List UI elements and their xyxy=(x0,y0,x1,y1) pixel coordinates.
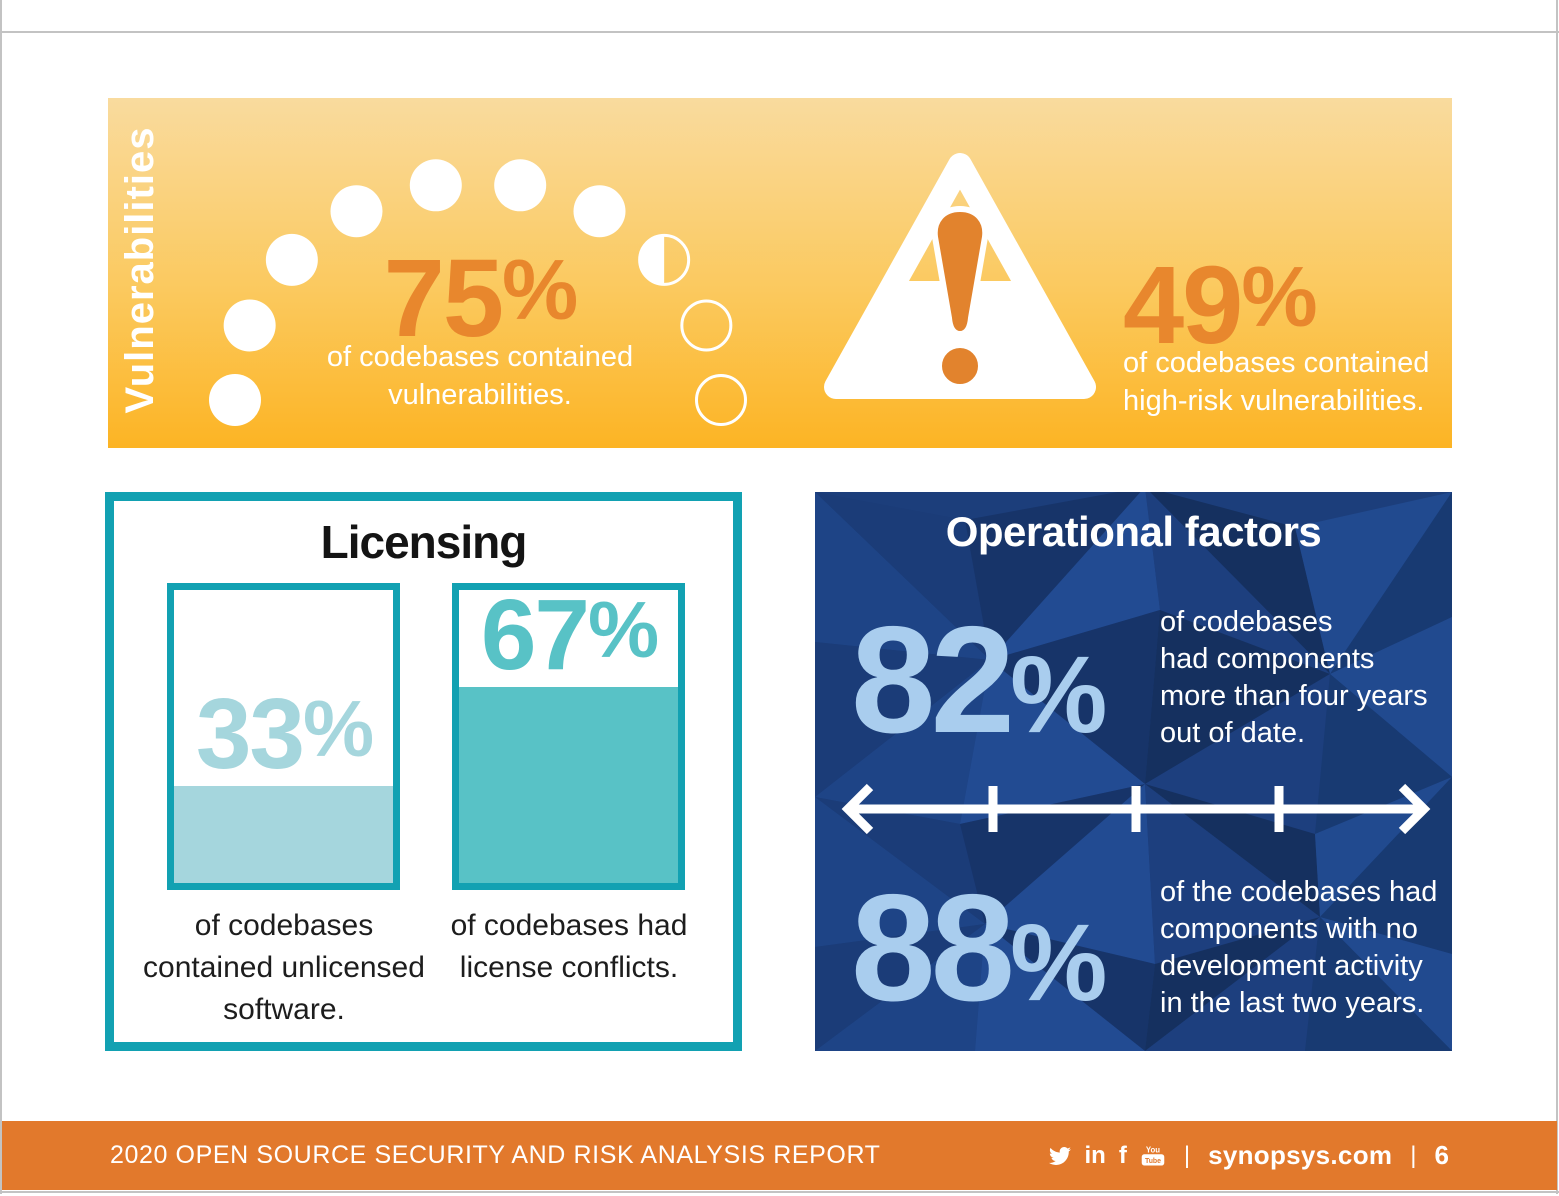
dot-gauge-icon xyxy=(209,159,747,426)
stat-high-risk-caption: of codebases contained high-risk vulnera… xyxy=(1123,344,1429,420)
page-edge-left xyxy=(0,0,2,1194)
caption-line: more than four years xyxy=(1160,680,1428,712)
footer-links: in f You Tube | synopsys.com | 6 xyxy=(1048,1140,1449,1171)
footer-separator: | xyxy=(1183,1141,1191,1169)
twitter-icon[interactable] xyxy=(1048,1145,1072,1167)
stat-high-risk-value: 49% xyxy=(1123,248,1318,361)
bar-unlicensed-software: 33% xyxy=(167,583,400,890)
svg-text:Tube: Tube xyxy=(1145,1157,1161,1164)
caption-line: of codebases xyxy=(194,909,374,942)
page-edge-top xyxy=(0,31,1559,33)
footer-report-title: 2020 OPEN SOURCE SECURITY AND RISK ANALY… xyxy=(110,1141,881,1169)
operational-title: Operational factors xyxy=(945,508,1322,555)
gauge-dot-filled xyxy=(409,159,462,212)
stat-number: 82 xyxy=(851,595,1015,765)
stat-outdated-caption: of codebases had components more than fo… xyxy=(1160,604,1452,752)
caption-line: software. xyxy=(223,993,345,1026)
section-label-vulnerabilities: Vulnerabilities xyxy=(118,126,162,414)
stat-inactive-caption: of the codebases had components with no … xyxy=(1160,874,1452,1022)
caption-line: in the last two years. xyxy=(1160,987,1425,1019)
percent-sign: % xyxy=(1241,248,1317,345)
bar-value: 67% xyxy=(439,585,699,685)
gauge-dot-filled xyxy=(223,299,276,352)
stat-number: 67 xyxy=(480,578,590,691)
bar-unlicensed-caption: of codebases contained unlicensed softwa… xyxy=(143,905,425,1031)
stat-inactive-value: 88% xyxy=(851,872,1107,1024)
licensing-title: Licensing xyxy=(320,516,528,568)
percent-sign: % xyxy=(303,684,374,774)
bar-license-conflicts: 67% xyxy=(452,583,685,890)
bar-fill xyxy=(459,686,678,883)
caption-line: of codebases contained xyxy=(326,341,634,373)
gauge-dot-half xyxy=(639,235,665,285)
percent-sign: % xyxy=(1010,902,1107,1024)
operational-panel: Operational factors 82% of codebases had… xyxy=(815,492,1452,1051)
caption-line: vulnerabilities. xyxy=(388,379,572,411)
stat-vulnerabilities-value: 75% xyxy=(280,244,680,354)
caption-line: license conflicts. xyxy=(459,951,679,984)
bar-conflicts-caption: of codebases had license conflicts. xyxy=(428,905,710,989)
caption-line: contained unlicensed xyxy=(143,951,425,984)
caption-line: had components xyxy=(1160,643,1375,675)
footer-bar: 2020 OPEN SOURCE SECURITY AND RISK ANALY… xyxy=(2,1121,1557,1190)
licensing-panel: Licensing 33% of codebases contained unl… xyxy=(105,492,742,1051)
timeline-arrow-icon xyxy=(841,783,1431,835)
caption-line: components with no xyxy=(1160,913,1418,945)
stat-number: 75 xyxy=(383,237,504,360)
svg-text:You: You xyxy=(1146,1145,1160,1154)
page-edge-bottom xyxy=(0,1191,1559,1193)
caption-line: of codebases contained xyxy=(1123,347,1430,379)
gauge-dot-filled xyxy=(494,159,547,212)
caption-line: of the codebases had xyxy=(1160,876,1438,908)
bar-value: 33% xyxy=(154,684,414,784)
percent-sign: % xyxy=(1010,634,1107,756)
facebook-icon[interactable]: f xyxy=(1118,1141,1127,1169)
stat-number: 33 xyxy=(195,678,305,791)
stat-number: 49 xyxy=(1123,244,1243,367)
gauge-dot-filled xyxy=(573,185,626,238)
page-edge-right xyxy=(1556,0,1558,1194)
youtube-icon[interactable]: You Tube xyxy=(1140,1144,1166,1168)
gauge-dot-empty xyxy=(695,374,747,426)
percent-sign: % xyxy=(588,584,659,674)
stat-vulnerabilities-caption: of codebases contained vulnerabilities. xyxy=(280,338,680,414)
stat-number: 88 xyxy=(851,863,1015,1033)
linkedin-icon[interactable]: in xyxy=(1084,1141,1106,1169)
gauge-dot-filled xyxy=(209,374,261,426)
stat-outdated-value: 82% xyxy=(851,604,1107,756)
warning-triangle-icon xyxy=(824,153,1096,399)
bar-fill xyxy=(174,786,393,883)
caption-line: high-risk vulnerabilities. xyxy=(1123,385,1425,417)
vulnerabilities-banner: Vulnerabilities 75% of codebases contain… xyxy=(108,98,1452,448)
caption-line: development activity xyxy=(1160,950,1423,982)
gauge-dot-filled xyxy=(330,185,383,238)
caption-line: of codebases xyxy=(1160,606,1333,638)
gauge-dot-filled xyxy=(265,233,318,286)
caption-line: out of date. xyxy=(1160,717,1306,749)
footer-separator: | xyxy=(1410,1141,1417,1169)
percent-sign: % xyxy=(502,241,578,338)
caption-line: of codebases had xyxy=(450,909,688,942)
footer-page-number: 6 xyxy=(1434,1140,1449,1170)
footer-site-link[interactable]: synopsys.com xyxy=(1208,1140,1393,1170)
polygon-background xyxy=(815,492,1452,1051)
gauge-dot-empty xyxy=(680,299,733,352)
